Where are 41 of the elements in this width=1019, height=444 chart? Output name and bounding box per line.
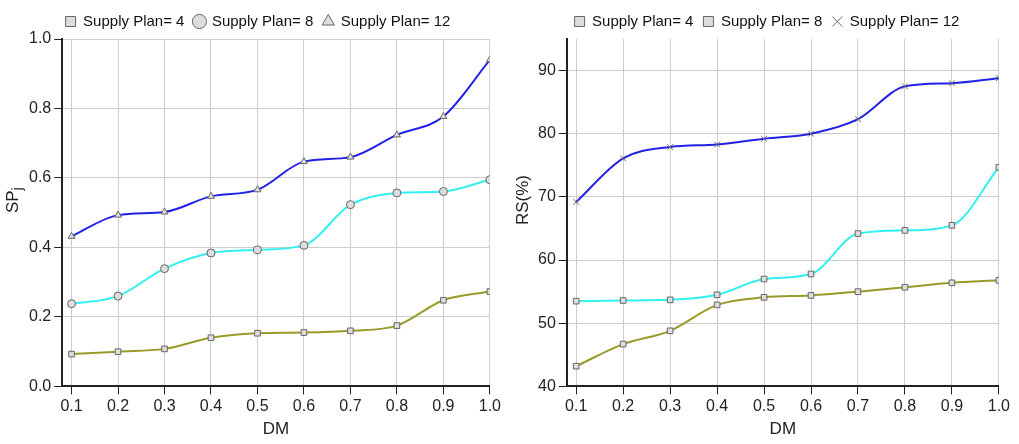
- legend-label: Supply Plan= 4: [592, 11, 694, 29]
- legend-label: Supply Plan= 8: [211, 11, 314, 29]
- x-tick-label: 1.0: [478, 397, 502, 415]
- x-tick-label: 0.6: [799, 397, 823, 415]
- x-tick-label: 0.3: [153, 397, 176, 415]
- x-tick-label: 0.4: [199, 397, 223, 415]
- y-axis-title: RS(%): [513, 174, 533, 226]
- x-tick-label: 0.2: [106, 397, 130, 415]
- x-tick-label: 0.6: [292, 397, 316, 415]
- x-tick-label: 1.0: [987, 397, 1011, 415]
- x-tick-label: 0.5: [246, 397, 269, 415]
- x-tick-label: 0.2: [612, 397, 635, 415]
- x-tick-label: 0.8: [385, 397, 409, 415]
- x-axis-title: DM: [769, 419, 797, 439]
- legend-label: Supply Plan= 12: [340, 11, 451, 29]
- y-tick-label: 40: [538, 376, 556, 394]
- x-tick-label: 0.1: [565, 397, 588, 415]
- y-tick-label: 60: [538, 250, 556, 268]
- x-tick-label: 0.7: [846, 397, 870, 415]
- y-tick-label: 80: [538, 124, 556, 142]
- y-tick-label: 1.0: [28, 29, 52, 47]
- x-tick-label: 0.5: [752, 397, 776, 415]
- legend-label: Supply Plan= 8: [720, 11, 823, 29]
- y-tick-label: 0.2: [28, 307, 52, 325]
- y-tick-label: 0.8: [28, 98, 52, 116]
- legend-label: Supply Plan= 12: [849, 11, 960, 29]
- x-tick-label: 0.9: [432, 397, 455, 415]
- x-tick-label: 0.7: [339, 397, 362, 415]
- x-tick-label: 0.9: [940, 397, 964, 415]
- x-tick-label: 0.3: [659, 397, 682, 415]
- y-tick-label: 70: [538, 187, 556, 205]
- y-tick-label: 0.4: [28, 237, 52, 255]
- legend-label: Supply Plan= 4: [83, 11, 185, 29]
- x-tick-label: 0.4: [705, 397, 729, 415]
- y-tick-label: 0.0: [28, 376, 52, 394]
- y-tick-label: 0.6: [28, 168, 52, 186]
- x-axis-title: DM: [262, 419, 290, 439]
- y-tick-label: 90: [538, 60, 556, 78]
- x-tick-label: 0.8: [893, 397, 917, 415]
- y-tick-label: 50: [538, 313, 556, 331]
- x-tick-label: 0.1: [60, 397, 83, 415]
